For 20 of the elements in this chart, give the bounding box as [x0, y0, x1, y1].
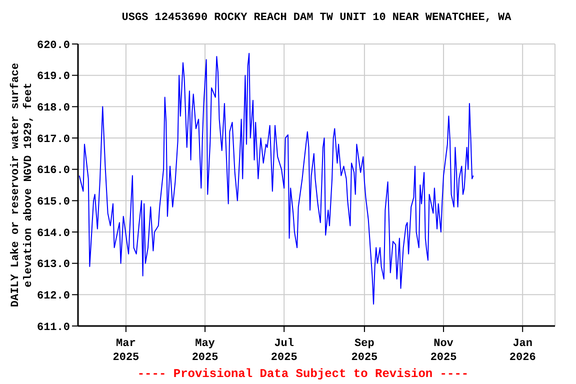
y-tick-label: 615.0: [36, 196, 70, 209]
y-axis-title: DAILY Lake or reservoir water surface elevation above NGVD 1929, feet: [9, 62, 35, 308]
x-tick-label: Mar 2025: [112, 338, 140, 364]
y-tick-label: 612.0: [36, 290, 70, 303]
y-tick-label: 616.0: [36, 165, 70, 178]
y-tick-label: 618.0: [36, 102, 70, 115]
x-tick-label: Jul 2025: [270, 338, 298, 364]
y-tick-label: 613.0: [36, 259, 70, 272]
x-tick-label: Sep 2025: [351, 338, 378, 364]
x-tick-label: Jan 2026: [509, 338, 536, 364]
line-series: [78, 52, 474, 305]
x-tick-label: Nov 2025: [430, 338, 458, 364]
y-tick-label: 619.0: [36, 71, 70, 84]
y-tick-label: 617.0: [36, 134, 70, 146]
chart-title: USGS 12453690 ROCKY REACH DAM TW UNIT 10 NEAR WENATCHEE, WA: [120, 12, 512, 24]
text: ---- Provisional Data Subject to Revision ----: [136, 367, 470, 381]
y-tick-label: 611.0: [36, 322, 70, 334]
x-tick-label: May 2025: [192, 338, 219, 364]
y-tick-label: 620.0: [36, 40, 70, 52]
y-tick-label: 614.0: [36, 228, 70, 240]
